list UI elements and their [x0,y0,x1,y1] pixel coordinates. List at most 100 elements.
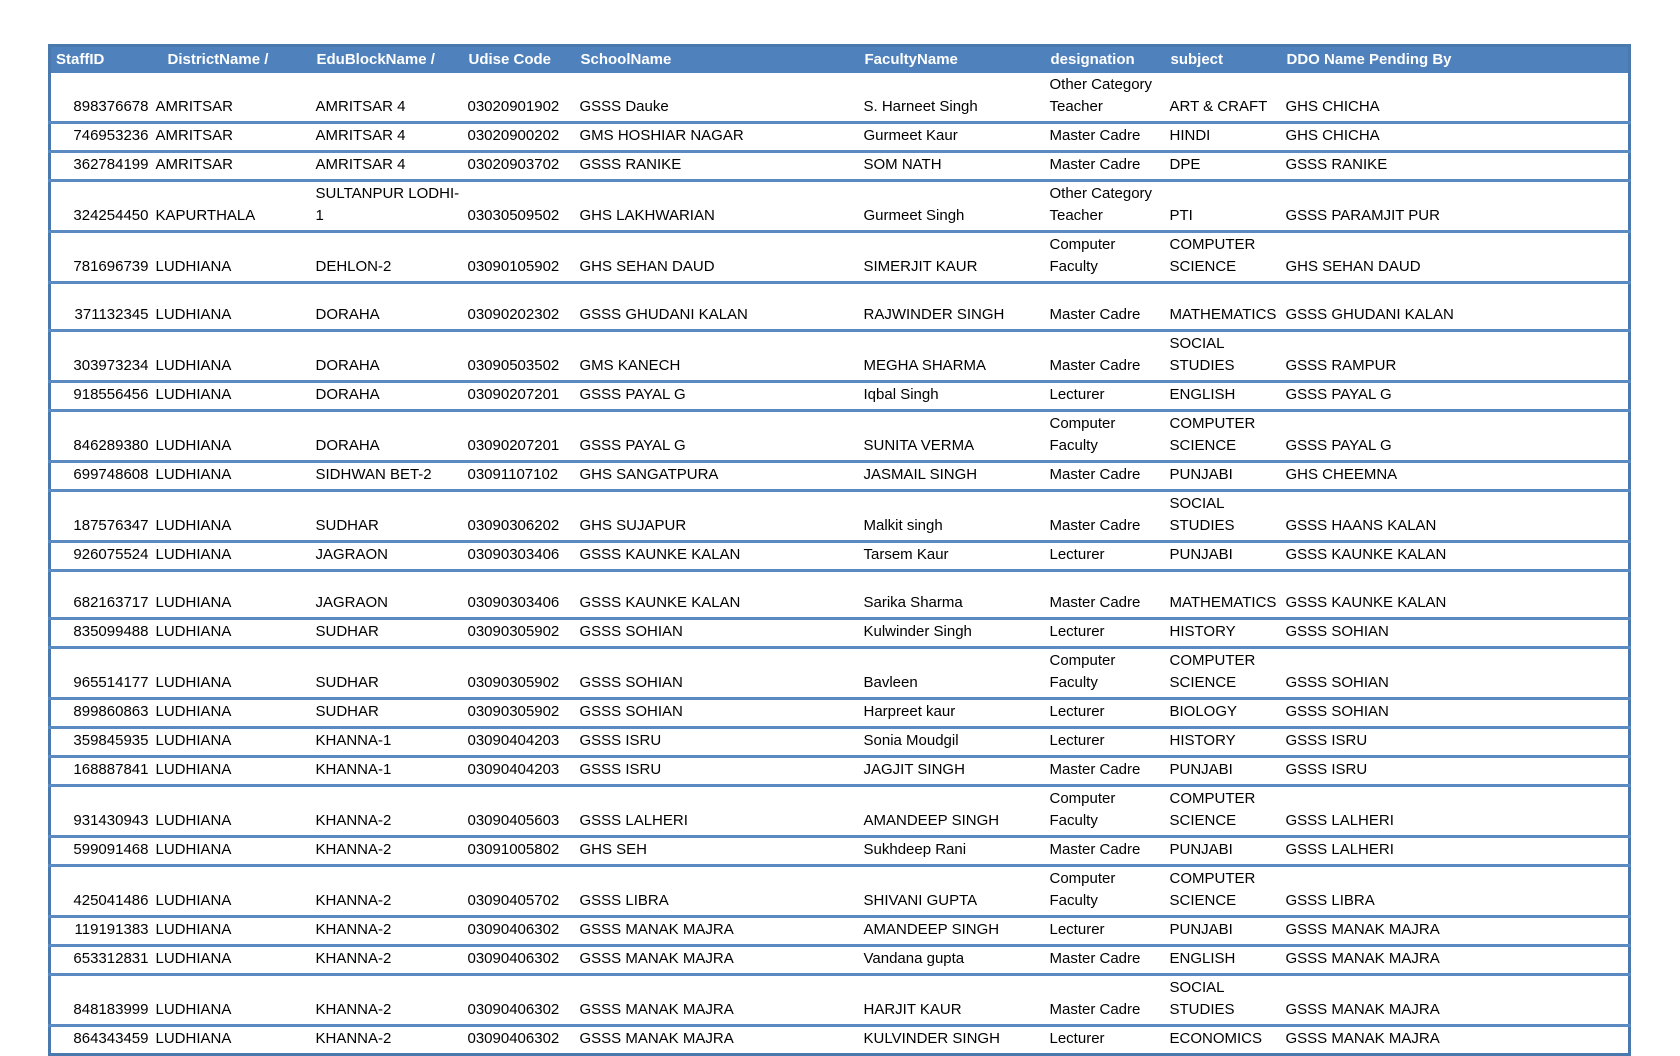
cell-subject: ENGLISH [1169,386,1236,403]
cell-edu_block: SULTANPUR LODHI-1 [315,185,460,224]
cell-ddo: GSSS SOHIAN [1285,703,1389,720]
table-row: 926075524 LUDHIANA JAGRAON 03090303406 GSSS … [49,541,1630,571]
cell-ddo: GSSS LIBRA [1285,892,1375,909]
cell-udise: 03090207201 [467,386,560,403]
cell-faculty: SUNITA VERMA [863,437,975,454]
cell-udise: 03090405603 [467,812,560,829]
cell-designation: Master Cadre [1049,950,1141,967]
cell-district: LUDHIANA [155,517,232,534]
cell-ddo: GHS CHEEMNA [1285,466,1398,483]
cell-udise: 03090303406 [467,546,560,563]
cell-district: LUDHIANA [155,466,232,483]
cell-udise: 03090306202 [467,517,560,534]
cell-designation: Lecturer [1049,1030,1105,1047]
cell-edu_block: DORAHA [315,437,380,454]
cell-school: GSSS KAUNKE KALAN [579,594,741,611]
cell-staff_id: 846289380 [73,437,149,454]
cell-ddo: GSSS MANAK MAJRA [1285,1030,1440,1047]
table-row: 918556456 LUDHIANA DORAHA 03090207201 GSSS P… [49,381,1630,411]
cell-staff_id: 324254450 [73,207,149,224]
cell-udise: 03091107102 [467,466,559,483]
cell-faculty: Sukhdeep Rani [863,841,967,858]
cell-ddo: GSSS KAUNKE KALAN [1285,594,1447,611]
cell-district: LUDHIANA [155,732,232,749]
cell-subject: COMPUTER SCIENCE [1169,236,1256,275]
cell-district: LUDHIANA [155,546,232,563]
table-header: StaffID DistrictName / EduBlockName / Ud… [49,45,1630,73]
cell-subject: MATHEMATICS [1169,594,1277,611]
cell-edu_block: DORAHA [315,306,380,323]
cell-udise: 03090406302 [467,921,560,938]
table-row: 899860863 LUDHIANA SUDHAR 03090305902 GSSS S… [49,698,1630,728]
cell-edu_block: SUDHAR [315,517,379,534]
cell-edu_block: KHANNA-2 [315,921,392,938]
cell-ddo: GSSS RANIKE [1285,156,1388,173]
cell-udise: 03090503502 [467,357,560,374]
column-header-udise: Udise Code [463,45,576,73]
cell-district: LUDHIANA [155,703,232,720]
cell-designation: Master Cadre [1049,841,1141,858]
cell-faculty: SHIVANI GUPTA [863,892,978,909]
cell-faculty: Bavleen [863,674,918,691]
cell-district: AMRITSAR [155,127,234,144]
table-row: 965514177 LUDHIANA SUDHAR 03090305902 GSSS S… [49,647,1630,699]
cell-subject: ECONOMICS [1169,1030,1263,1047]
cell-udise: 03090207201 [467,437,560,454]
cell-staff_id: 898376678 [73,98,149,115]
table-row: 303973234 LUDHIANA DORAHA 03090503502 GMS KA… [49,330,1630,382]
table-row: 682163717 LUDHIANA JAGRAON 03090303406 GSSS … [49,570,1630,619]
cell-district: LUDHIANA [155,761,232,778]
cell-subject: SOCIAL STUDIES [1169,979,1235,1018]
cell-staff_id: 303973234 [73,357,149,374]
table-row: 864343459 LUDHIANA KHANNA-2 03090406302 GSSS… [49,1025,1630,1055]
cell-designation: Master Cadre [1049,1001,1141,1018]
cell-edu_block: KHANNA-2 [315,1001,392,1018]
cell-staff_id: 362784199 [73,156,149,173]
cell-school: GHS LAKHWARIAN [579,207,715,224]
cell-ddo: GHS CHICHA [1285,98,1380,115]
cell-ddo: GHS SEHAN DAUD [1285,258,1421,275]
cell-staff_id: 119191383 [74,921,149,938]
cell-staff_id: 931430943 [73,812,149,829]
cell-faculty: Harpreet kaur [863,703,956,720]
cell-district: LUDHIANA [155,357,232,374]
cell-faculty: Vandana gupta [863,950,965,967]
table-row: 168887841 LUDHIANA KHANNA-1 03090404203 GSSS… [49,756,1630,786]
cell-subject: COMPUTER SCIENCE [1169,870,1256,909]
cell-subject: COMPUTER SCIENCE [1169,790,1256,829]
cell-udise: 03090406302 [467,1001,560,1018]
cell-designation: Lecturer [1049,921,1105,938]
cell-faculty: HARJIT KAUR [863,1001,962,1018]
cell-school: GSSS MANAK MAJRA [579,950,734,967]
column-header-schoolname: SchoolName [575,45,860,73]
cell-ddo: GSSS MANAK MAJRA [1285,950,1440,967]
cell-udise: 03090404203 [467,732,560,749]
cell-school: GHS SEH [579,841,648,858]
table-row: 599091468 LUDHIANA KHANNA-2 03091005802 GHS … [49,836,1630,866]
cell-school: GSSS RANIKE [579,156,682,173]
cell-udise: 03090305902 [467,703,560,720]
cell-ddo: GSSS ISRU [1285,761,1368,778]
cell-faculty: Tarsem Kaur [863,546,949,563]
column-header-district: DistrictName / [151,45,312,73]
cell-faculty: KULVINDER SINGH [863,1030,1000,1047]
table-row: 835099488 LUDHIANA SUDHAR 03090305902 GSSS S… [49,618,1630,648]
cell-district: LUDHIANA [155,594,232,611]
pending-staff-table: StaffID DistrictName / EduBlockName / Ud… [48,44,1631,1056]
table-row: 931430943 LUDHIANA KHANNA-2 03090405603 GSSS… [49,785,1630,837]
cell-ddo: GSSS LALHERI [1285,812,1394,829]
table-row: 781696739 LUDHIANA DEHLON-2 03090105902 GHS … [49,231,1630,283]
cell-staff_id: 187576347 [73,517,149,534]
cell-staff_id: 746953236 [73,127,149,144]
column-header-staffid: StaffID [49,45,152,73]
cell-ddo: GSSS SOHIAN [1285,623,1389,640]
cell-staff_id: 599091468 [73,841,149,858]
cell-school: GSSS Dauke [579,98,669,115]
header-row: StaffID DistrictName / EduBlockName / Ud… [49,45,1630,73]
cell-edu_block: SUDHAR [315,703,379,720]
table-row: 119191383 LUDHIANA KHANNA-2 03090406302 GSSS… [49,916,1630,946]
cell-school: GSSS PAYAL G [579,437,686,454]
cell-subject: COMPUTER SCIENCE [1169,415,1256,454]
cell-faculty: AMANDEEP SINGH [863,921,1000,938]
cell-edu_block: JAGRAON [315,546,389,563]
